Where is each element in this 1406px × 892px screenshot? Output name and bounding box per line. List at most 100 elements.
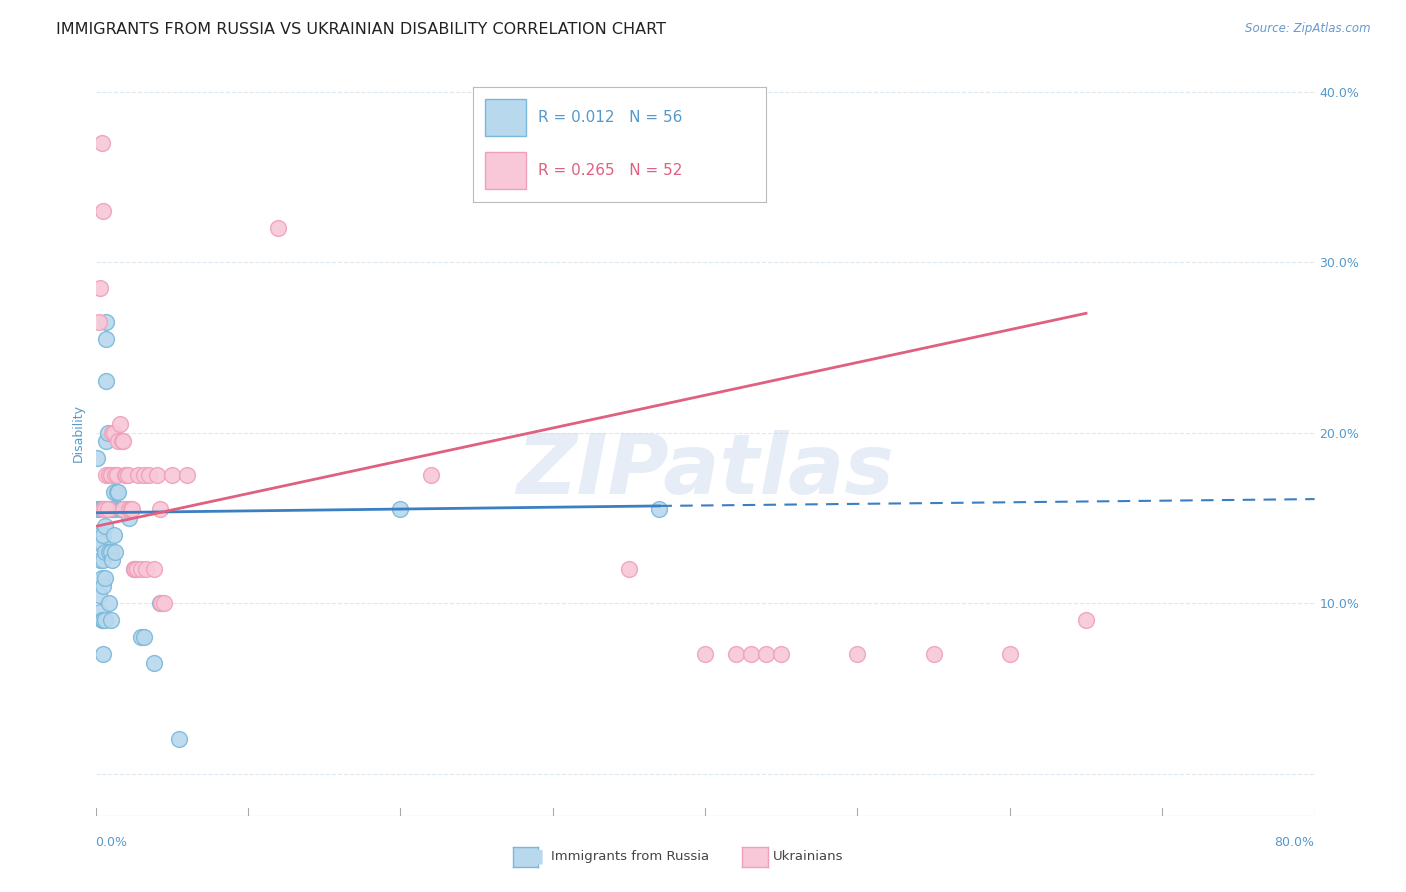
Text: ZIPatlas: ZIPatlas — [516, 431, 894, 511]
Point — [87, 315, 110, 329]
Point — [97, 425, 120, 440]
Point — [149, 502, 172, 516]
Point — [94, 502, 117, 516]
Point — [91, 502, 114, 516]
Point — [124, 562, 146, 576]
Point — [120, 502, 142, 516]
Point — [998, 647, 1021, 661]
Point — [115, 502, 138, 516]
Point — [110, 502, 132, 516]
Point — [134, 468, 156, 483]
Point — [617, 562, 640, 576]
Point — [104, 502, 127, 516]
Point — [104, 545, 127, 559]
Point — [105, 485, 128, 500]
Point — [142, 562, 165, 576]
Point — [96, 332, 118, 346]
Point — [89, 281, 111, 295]
Point — [134, 630, 156, 644]
Point — [118, 511, 141, 525]
Point — [770, 647, 793, 661]
Point — [101, 425, 124, 440]
Point — [91, 613, 114, 627]
Point — [89, 553, 111, 567]
Point — [89, 605, 111, 619]
Point — [150, 596, 173, 610]
Point — [94, 613, 117, 627]
Point — [846, 647, 869, 661]
Point — [1074, 613, 1097, 627]
Point — [267, 221, 290, 235]
Point — [96, 468, 118, 483]
Text: IMMIGRANTS FROM RUSSIA VS UKRAINIAN DISABILITY CORRELATION CHART: IMMIGRANTS FROM RUSSIA VS UKRAINIAN DISA… — [56, 22, 666, 37]
Point — [87, 588, 110, 602]
Point — [127, 468, 149, 483]
Point — [101, 502, 124, 516]
Point — [90, 613, 112, 627]
Point — [112, 502, 135, 516]
Point — [91, 204, 114, 219]
Point — [86, 502, 108, 516]
Point — [91, 579, 114, 593]
Text: Ukrainians: Ukrainians — [773, 850, 844, 863]
Point — [97, 502, 120, 516]
Point — [176, 468, 198, 483]
Point — [90, 536, 112, 550]
Point — [90, 136, 112, 150]
Point — [110, 434, 132, 449]
Point — [105, 468, 128, 483]
Point — [115, 468, 138, 483]
Point — [94, 545, 117, 559]
Point — [112, 502, 135, 516]
Point — [149, 596, 172, 610]
Point — [104, 468, 127, 483]
Point — [108, 502, 131, 516]
Point — [91, 528, 114, 542]
Point — [90, 570, 112, 584]
Point — [695, 647, 717, 661]
Point — [100, 468, 122, 483]
Text: ■: ■ — [524, 847, 544, 866]
Point — [122, 562, 145, 576]
Y-axis label: Disability: Disability — [72, 403, 86, 462]
Point — [419, 468, 441, 483]
Point — [724, 647, 747, 661]
Point — [91, 553, 114, 567]
Point — [101, 553, 124, 567]
Point — [648, 502, 671, 516]
Point — [118, 502, 141, 516]
Point — [103, 485, 125, 500]
Point — [100, 613, 122, 627]
Point — [91, 502, 114, 516]
Point — [145, 468, 167, 483]
Point — [153, 596, 176, 610]
Point — [112, 434, 135, 449]
Text: 0.0%: 0.0% — [96, 837, 128, 849]
Point — [94, 519, 117, 533]
Point — [87, 536, 110, 550]
Point — [131, 562, 153, 576]
Point — [131, 630, 153, 644]
Point — [96, 315, 118, 329]
Point — [98, 545, 121, 559]
Text: Source: ZipAtlas.com: Source: ZipAtlas.com — [1246, 22, 1371, 36]
Point — [96, 434, 118, 449]
Point — [89, 528, 111, 542]
Point — [94, 502, 117, 516]
Point — [117, 468, 139, 483]
Point — [107, 485, 129, 500]
Point — [97, 502, 120, 516]
Point — [125, 562, 148, 576]
Point — [108, 417, 131, 431]
Point — [121, 502, 143, 516]
Point — [160, 468, 183, 483]
Point — [89, 502, 111, 516]
Point — [740, 647, 762, 661]
Point — [90, 502, 112, 516]
Point — [103, 425, 125, 440]
Point — [86, 451, 108, 466]
Point — [389, 502, 412, 516]
Text: Immigrants from Russia: Immigrants from Russia — [551, 850, 709, 863]
Point — [755, 647, 778, 661]
Point — [135, 562, 157, 576]
